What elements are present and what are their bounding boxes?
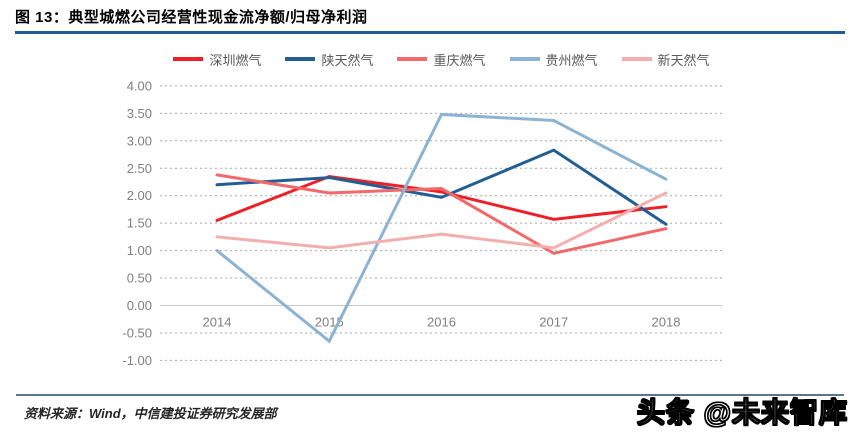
legend-swatch-2: [397, 57, 428, 61]
legend-swatch-4: [621, 57, 652, 61]
footer-divider: [16, 394, 844, 396]
line-chart: 4.00 3.50 3.00 2.50 2.00 1.50 1.00 0.50 0.00 -0.5…: [122, 78, 722, 368]
legend-item-4: 新天然气: [621, 50, 710, 69]
series-line-3: [215, 112, 668, 344]
y-axis-label: -0.50: [122, 325, 152, 340]
legend-item-3: 贵州燃气: [509, 50, 598, 69]
legend-label-4: 新天然气: [657, 52, 710, 68]
title-divider: [15, 31, 845, 34]
legend-swatch-3: [509, 57, 540, 61]
chart-legend: 深圳燃气 陕天然气 重庆燃气 贵州燃气 新天然气: [161, 50, 722, 68]
y-axis-label: 1.50: [127, 216, 152, 231]
y-axis-label: 2.00: [127, 188, 152, 203]
series-line-2: [215, 173, 668, 255]
series-line-0: [215, 174, 668, 222]
legend-item-1: 陕天然气: [285, 50, 373, 69]
legend-label-0: 深圳燃气: [209, 52, 262, 68]
x-axis-label-2018: 2018: [652, 315, 681, 330]
y-axis-label: 4.00: [127, 78, 152, 93]
x-axis-label-2017: 2017: [539, 315, 568, 330]
y-axis-label: 2.50: [127, 161, 152, 176]
source-note: 资料来源：Wind，中信建投证券研究发展部: [24, 406, 277, 421]
y-axis-label: 3.00: [127, 133, 152, 148]
legend-swatch-1: [285, 57, 316, 61]
y-axis-label: 3.50: [127, 106, 152, 121]
legend-item-0: 深圳燃气: [173, 50, 261, 69]
x-axis-label-2014: 2014: [203, 315, 232, 330]
y-axis-label: 0.00: [127, 298, 152, 313]
series-line-4: [215, 191, 668, 250]
legend-item-2: 重庆燃气: [397, 50, 486, 69]
x-axis-label-2016: 2016: [427, 315, 456, 330]
legend-swatch-0: [173, 57, 204, 61]
figure-title: 图 13：典型城燃公司经营性现金流净额/归母净利润: [15, 9, 368, 26]
y-axis-label: 0.50: [127, 271, 152, 286]
watermark: 头条 @未来智库: [636, 397, 848, 429]
legend-label-1: 陕天然气: [321, 52, 374, 68]
y-axis-label: 1.00: [127, 243, 152, 258]
series-line-1: [215, 148, 668, 226]
y-axis-label: -1.00: [122, 353, 152, 368]
legend-label-2: 重庆燃气: [433, 52, 486, 68]
legend-label-3: 贵州燃气: [545, 52, 598, 68]
